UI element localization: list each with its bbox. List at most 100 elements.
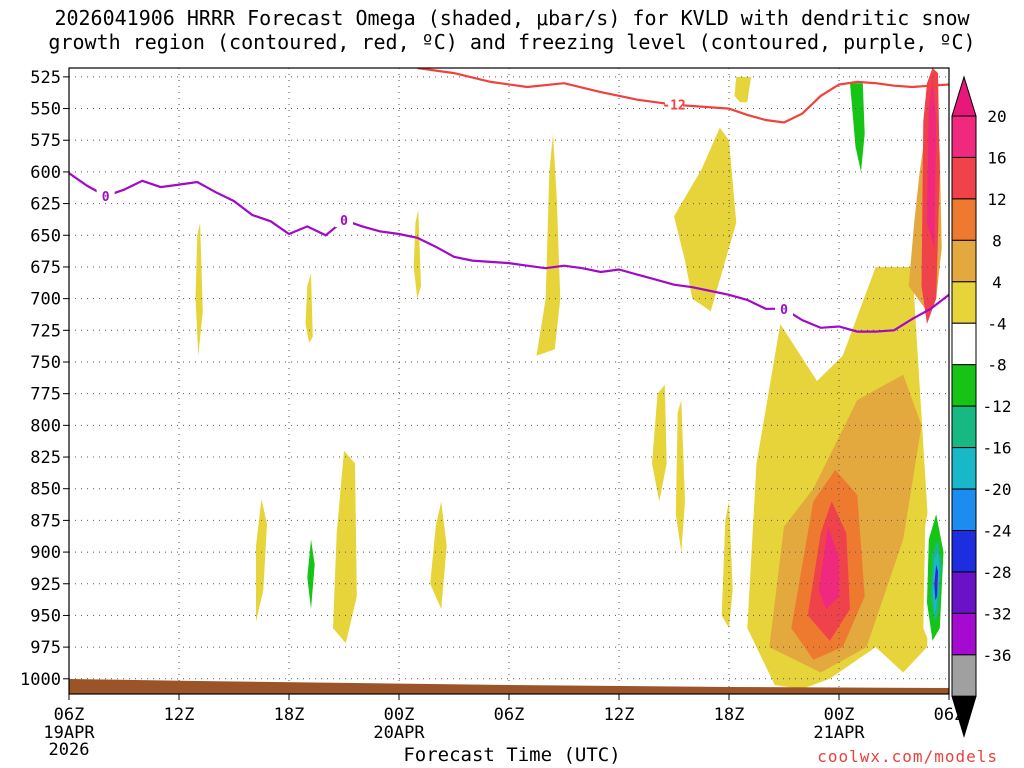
y-tick-label-775: 775: [30, 385, 61, 405]
omega-region-40: [935, 571, 938, 593]
colorbar-label-5: -4: [987, 314, 1006, 333]
omega-region-23: [190, 501, 200, 597]
y-tick-label-925: 925: [30, 575, 61, 595]
colorbar-label-4: 4: [992, 273, 1002, 292]
colorbar-swatch-2: [951, 198, 977, 241]
colorbar-swatch-9: [951, 488, 977, 531]
x-tick-label-0: 06Z: [54, 705, 85, 725]
colorbar-under-triangle: [951, 695, 977, 739]
terrain-fill: [69, 679, 949, 694]
omega-region-32: [769, 70, 817, 267]
colorbar-label-10: -24: [983, 522, 1012, 541]
dgz-contour: [417, 68, 949, 124]
y-tick-label-700: 700: [30, 290, 61, 310]
freezing-level-contour-label-bg-1: [335, 212, 353, 228]
freezing-level-contour: [69, 172, 949, 333]
omega-region-18: [721, 501, 733, 629]
y-tick-label-900: 900: [30, 543, 61, 563]
colorbar-label-1: 16: [987, 148, 1006, 167]
omega-region-14: [305, 273, 313, 343]
omega-region-15: [413, 209, 421, 299]
y-tick-label-850: 850: [30, 480, 61, 500]
colorbar-label-11: -28: [983, 563, 1012, 582]
omega-region-42: [307, 539, 315, 610]
omega-region-24: [296, 438, 313, 648]
omega-region-10: [256, 498, 267, 622]
y-tick-label-575: 575: [30, 131, 61, 151]
omega-region-28: [510, 511, 515, 559]
colorbar-label-7: -12: [983, 397, 1012, 416]
colorbar-label-3: 8: [992, 231, 1002, 250]
colorbar-swatch-5: [951, 322, 977, 366]
y-tick-label-1000: 1000: [20, 670, 61, 690]
omega-region-13: [195, 222, 203, 356]
freezing-level-contour-label-2: 0: [780, 303, 788, 318]
freezing-level-contour-label-0: 0: [102, 190, 110, 205]
y-tick-label-825: 825: [30, 448, 61, 468]
x-tick-year-0: 2026: [49, 740, 90, 760]
colorbar-swatch-7: [951, 405, 977, 449]
colorbar-label-6: -8: [987, 356, 1006, 375]
x-tick-date-0: 19APR: [43, 723, 95, 743]
x-tick-label-1: 12Z: [164, 705, 195, 725]
x-tick-label-3: 00Z: [384, 705, 415, 725]
y-tick-label-550: 550: [30, 100, 61, 120]
colorbar-label-0: 20: [987, 107, 1006, 126]
omega-region-34: [897, 70, 918, 172]
colorbar: 20 16 12 8 4 -4 -8 -12 -16 -20 -24 -28 -32 -36: [951, 75, 1012, 739]
colorbar-label-2: 12: [987, 190, 1006, 209]
omega-region-25: [360, 444, 396, 616]
y-tick-label-650: 650: [30, 226, 61, 246]
x-tick-label-4: 06Z: [494, 705, 525, 725]
colorbar-label-9: -20: [983, 480, 1012, 499]
y-tick-label-950: 950: [30, 606, 61, 626]
x-tick-label-5: 12Z: [604, 705, 635, 725]
omega-region-20: [158, 70, 198, 274]
colorbar-swatch-13: [951, 654, 977, 697]
colorbar-swatch-6: [951, 364, 977, 407]
contour-lines: 0 0 0 -12: [69, 68, 949, 333]
y-tick-label-875: 875: [30, 511, 61, 531]
omega-region-16: [652, 384, 667, 502]
colorbar-over-triangle: [951, 75, 977, 117]
colorbar-label-8: -16: [983, 439, 1012, 458]
omega-region-1: [674, 127, 737, 312]
y-tick-label-625: 625: [30, 195, 61, 215]
terrain-band: [69, 679, 949, 694]
credit-link[interactable]: coolwx.com/models: [817, 747, 998, 766]
y-axis: 525 550 575 600 625 650 675 700 725 750 775 800 825 8…: [20, 68, 69, 690]
y-tick-label-750: 750: [30, 353, 61, 373]
omega-shading: [114, 68, 946, 689]
omega-region-41: [850, 83, 865, 172]
colorbar-label-12: -32: [983, 604, 1012, 623]
colorbar-swatch-4: [951, 281, 977, 324]
omega-region-22: [114, 488, 146, 648]
freezing-level-contour-label-bg-0: [96, 187, 115, 203]
freezing-level-contour-label-1: 0: [340, 214, 348, 229]
x-tick-date-7: 21APR: [813, 723, 865, 743]
omega-region-17: [675, 400, 685, 553]
colorbar-swatch-0: [951, 115, 977, 158]
y-tick-label-675: 675: [30, 258, 61, 278]
chart-title-line-2: growth region (contoured, red, ºC) and f…: [48, 30, 976, 54]
x-axis-title: Forecast Time (UTC): [403, 744, 621, 766]
grid-lines: [69, 68, 949, 694]
omega-region-31: [707, 514, 718, 660]
colorbar-swatch-8: [951, 447, 977, 490]
colorbar-swatch-1: [951, 156, 977, 200]
x-tick-label-6: 18Z: [714, 705, 745, 725]
omega-region-33: [820, 70, 880, 248]
dgz-contour-label-0: -12: [662, 99, 685, 114]
omega-region-9: [927, 76, 937, 248]
y-tick-label-600: 600: [30, 163, 61, 183]
omega-region-12: [430, 501, 447, 610]
omega-region-30: [633, 70, 643, 172]
omega-region-19: [734, 76, 751, 103]
omega-region-27: [371, 70, 385, 312]
y-tick-label-525: 525: [30, 68, 61, 88]
omega-region-11: [333, 450, 357, 644]
dgz-contour-label-bg-0: [665, 96, 683, 112]
freezing-level-contour-label-bg-2: [775, 300, 793, 316]
omega-region-0: [536, 133, 561, 356]
